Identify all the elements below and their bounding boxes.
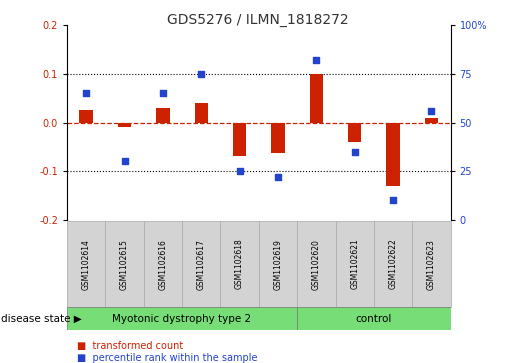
Text: GSM1102620: GSM1102620 — [312, 238, 321, 290]
Point — [197, 71, 205, 77]
FancyBboxPatch shape — [412, 221, 451, 307]
FancyBboxPatch shape — [182, 221, 220, 307]
Text: GSM1102619: GSM1102619 — [273, 238, 282, 290]
Point — [274, 174, 282, 180]
Point — [427, 108, 436, 114]
Text: GSM1102616: GSM1102616 — [159, 238, 167, 290]
Text: ■  percentile rank within the sample: ■ percentile rank within the sample — [77, 352, 258, 363]
Point — [82, 90, 90, 96]
Bar — [233, 122, 246, 156]
FancyBboxPatch shape — [259, 221, 297, 307]
Text: ■  transformed count: ■ transformed count — [77, 340, 183, 351]
Bar — [118, 122, 131, 127]
Bar — [348, 122, 362, 142]
Text: GSM1102621: GSM1102621 — [350, 239, 359, 289]
Text: GSM1102615: GSM1102615 — [120, 238, 129, 290]
Point — [121, 158, 129, 164]
Bar — [79, 110, 93, 122]
FancyBboxPatch shape — [67, 307, 297, 330]
Text: GDS5276 / ILMN_1818272: GDS5276 / ILMN_1818272 — [167, 13, 348, 27]
Text: GSM1102623: GSM1102623 — [427, 238, 436, 290]
FancyBboxPatch shape — [297, 221, 336, 307]
Bar — [310, 74, 323, 122]
Point — [389, 197, 397, 203]
Bar — [386, 122, 400, 185]
Text: GSM1102618: GSM1102618 — [235, 239, 244, 289]
Point — [312, 57, 320, 63]
Bar — [195, 103, 208, 122]
FancyBboxPatch shape — [67, 221, 106, 307]
Text: control: control — [356, 314, 392, 323]
FancyBboxPatch shape — [336, 221, 374, 307]
FancyBboxPatch shape — [220, 221, 259, 307]
Point — [235, 168, 244, 174]
Bar — [156, 108, 169, 122]
Point — [351, 149, 359, 155]
Text: GSM1102617: GSM1102617 — [197, 238, 205, 290]
FancyBboxPatch shape — [297, 307, 451, 330]
Text: disease state ▶: disease state ▶ — [1, 314, 82, 323]
Point — [159, 90, 167, 96]
FancyBboxPatch shape — [106, 221, 144, 307]
Bar — [425, 118, 438, 122]
Bar — [271, 122, 285, 153]
Text: GSM1102614: GSM1102614 — [82, 238, 91, 290]
FancyBboxPatch shape — [374, 221, 412, 307]
FancyBboxPatch shape — [144, 221, 182, 307]
Text: GSM1102622: GSM1102622 — [389, 239, 398, 289]
Text: Myotonic dystrophy type 2: Myotonic dystrophy type 2 — [112, 314, 252, 323]
